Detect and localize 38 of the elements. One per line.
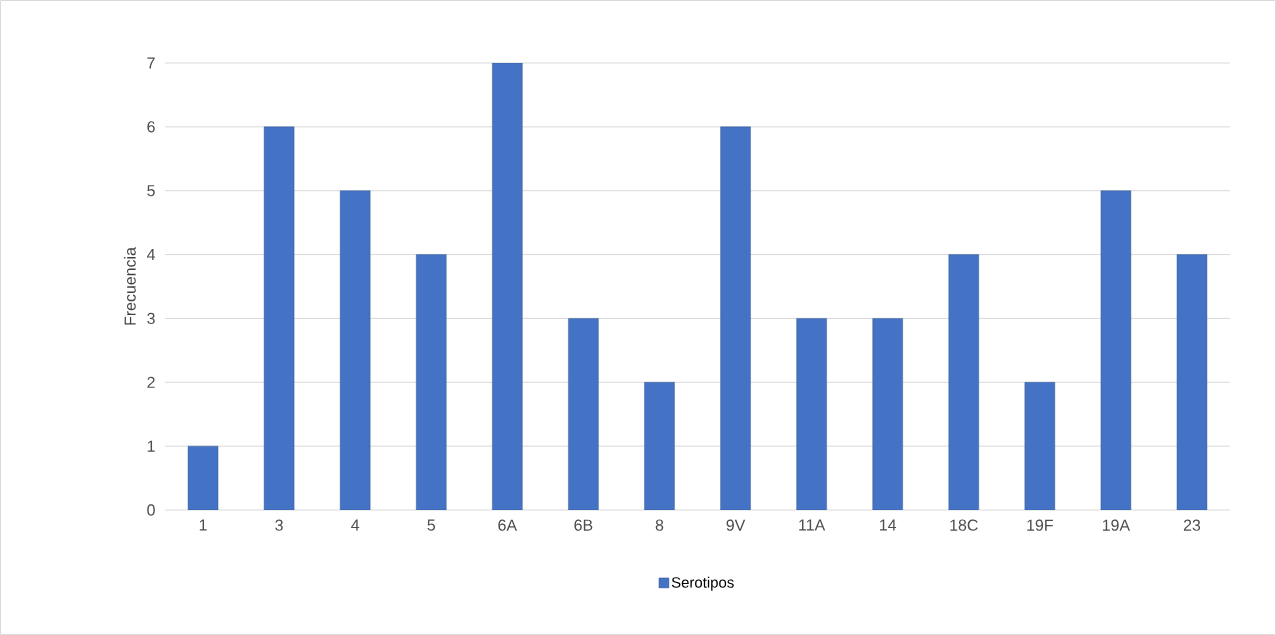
y-tick-label: 1 <box>147 440 155 452</box>
bar <box>416 254 447 510</box>
x-tick-label: 4 <box>351 519 360 531</box>
x-tick-label: 9V <box>726 519 746 531</box>
bar <box>339 190 371 510</box>
x-tick-label: 19F <box>1027 519 1053 531</box>
bar <box>1100 190 1132 510</box>
x-tick-label: 6A <box>498 519 518 531</box>
x-tick-label: 5 <box>427 519 436 531</box>
bar <box>568 318 599 510</box>
x-tick-label: 3 <box>275 519 283 531</box>
bar <box>1024 382 1056 510</box>
x-tick-label: 23 <box>1183 519 1201 531</box>
bar <box>187 445 219 510</box>
y-tick-label: 5 <box>147 185 155 197</box>
x-tick-label: 19A <box>1102 519 1131 531</box>
y-tick-label: 7 <box>147 57 155 69</box>
y-tick-label: 6 <box>147 121 155 133</box>
y-tick-label: 2 <box>147 376 155 388</box>
bar <box>872 318 903 510</box>
x-tick-label: 6B <box>574 519 593 531</box>
legend-label: Serotipos <box>671 576 734 591</box>
y-tick-label: 4 <box>146 249 156 261</box>
bar <box>492 63 523 510</box>
x-tick-label: 1 <box>199 519 207 531</box>
bar <box>1176 254 1208 510</box>
bar <box>796 318 827 510</box>
bar <box>720 126 751 510</box>
bar <box>948 254 979 510</box>
x-tick-label: 11A <box>799 519 826 531</box>
bar <box>263 126 295 510</box>
y-axis-title: Frecuencia <box>124 247 136 325</box>
x-tick-label: 18C <box>950 519 978 531</box>
x-tick-label: 14 <box>880 519 897 531</box>
y-tick-label: 0 <box>147 504 155 516</box>
x-tick-label: 8 <box>655 519 664 531</box>
y-tick-label: 3 <box>147 312 155 325</box>
bar <box>644 382 675 510</box>
